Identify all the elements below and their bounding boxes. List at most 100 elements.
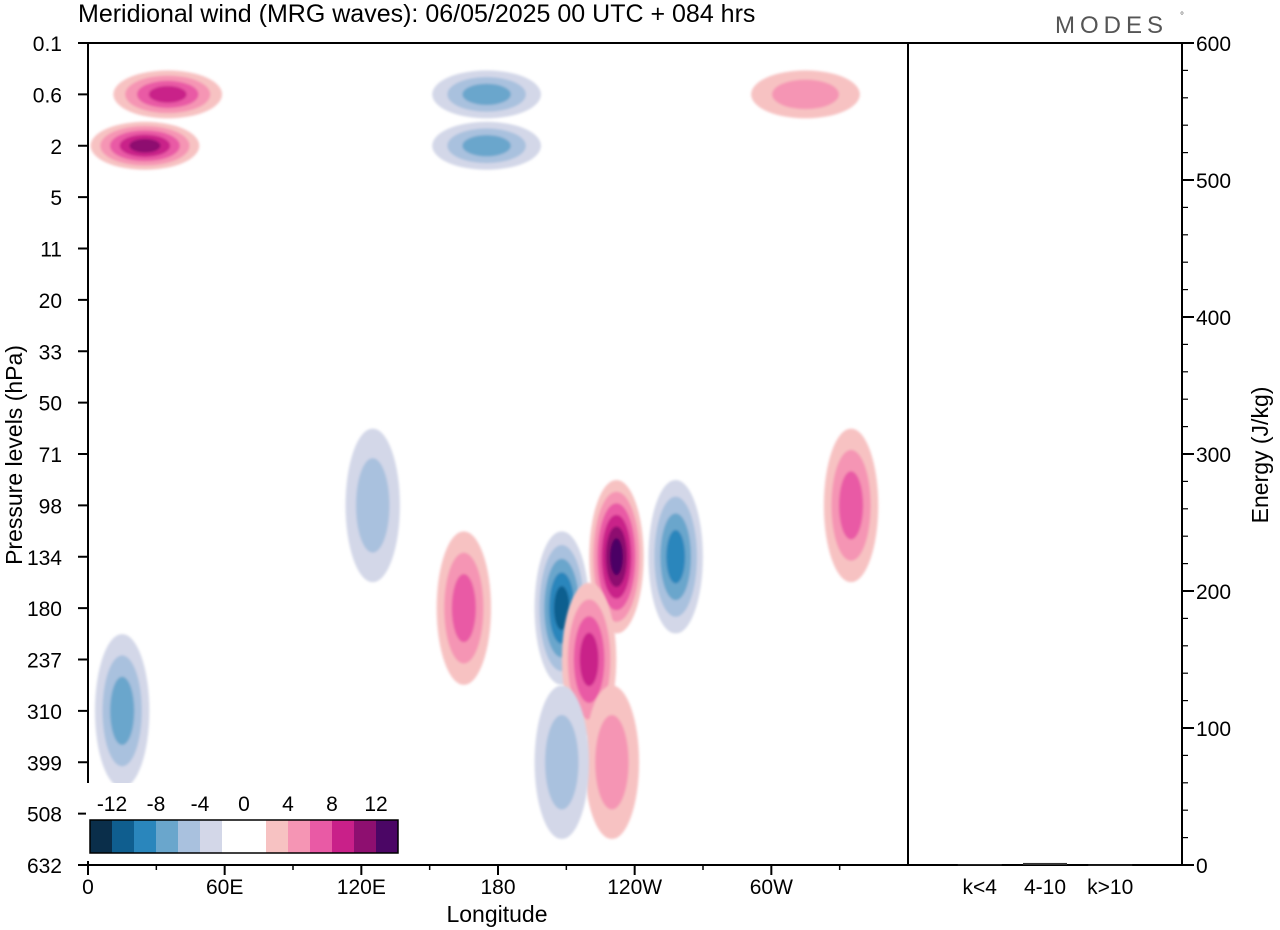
energy-plot-frame	[907, 42, 1183, 866]
colorbar-label: -4	[191, 793, 210, 816]
y-tick-label: 71	[39, 444, 62, 467]
contour-level	[355, 458, 390, 553]
x-tick-label: 0	[82, 876, 94, 899]
colorbar-swatch	[244, 820, 266, 853]
negative-anomaly	[94, 634, 150, 788]
contour-level	[595, 714, 629, 810]
negative-anomaly	[534, 685, 589, 840]
contour-level	[451, 573, 476, 643]
contour-level	[462, 83, 511, 106]
colorbar-label: 12	[364, 793, 387, 816]
y-tick-label: 98	[39, 495, 62, 518]
positive-anomaly	[113, 70, 223, 119]
modes-logo-mark: °	[1180, 11, 1184, 22]
colorbar-frame	[89, 819, 399, 854]
colorbar-swatch	[156, 820, 178, 853]
colorbar-label: -8	[147, 793, 166, 816]
x-tick-label: 120E	[337, 876, 386, 899]
contour-level	[579, 632, 599, 687]
colorbar-swatch	[376, 820, 398, 853]
modes-logo-text: MODES	[1055, 12, 1168, 39]
energy-category-label: 4-10	[1024, 876, 1066, 899]
energy-category-label: k<4	[963, 876, 998, 899]
energy-tick-label: 100	[1196, 718, 1231, 741]
positive-anomaly	[90, 121, 200, 170]
colorbar-swatch	[222, 820, 244, 853]
energy-axis-label: Energy (J/kg)	[1247, 387, 1273, 524]
positive-anomaly	[589, 479, 644, 634]
wind-field	[90, 70, 879, 840]
energy-tick-label: 200	[1196, 581, 1231, 604]
colorbar-swatch	[310, 820, 332, 853]
y-axis-label: Pressure levels (hPa)	[1, 345, 27, 565]
positive-anomaly	[584, 685, 640, 840]
y-axis-pressure: 0.1 0.6 2 5 11 20 33 50 71 98 134 180 237 310 399 508 63…	[27, 33, 88, 878]
y-tick-label: 399	[27, 752, 62, 775]
y-tick-label: 632	[27, 855, 62, 878]
contour-level	[148, 86, 187, 103]
colorbar-label: 8	[326, 793, 338, 816]
colorbar-label: 0	[238, 793, 250, 816]
y-tick-label: 237	[27, 650, 62, 673]
contour-level	[554, 586, 570, 631]
chart-title: Meridional wind (MRG waves): 06/05/2025 …	[78, 0, 755, 28]
x-axis-longitude: 0 60E 120E 180 120W 60W	[82, 865, 841, 899]
y-tick-label: 11	[40, 239, 62, 262]
energy-category-label: k>10	[1087, 876, 1133, 899]
colorbar-swatch	[112, 820, 134, 853]
contour-level	[462, 135, 511, 157]
y-tick-label: 310	[27, 701, 62, 724]
colorbar-swatch	[178, 820, 200, 853]
y-tick-label: 180	[27, 598, 62, 621]
negative-anomaly	[648, 479, 703, 634]
energy-bar	[1088, 864, 1133, 866]
contour-level	[545, 714, 579, 810]
colorbar: -12 -8 -4 0 4 8 12	[86, 783, 399, 861]
positive-anomaly	[823, 428, 879, 583]
energy-bars	[957, 862, 1133, 866]
y-tick-label: 50	[39, 393, 62, 416]
y-tick-label: 508	[27, 804, 62, 827]
contour-level	[129, 138, 161, 153]
modes-logo: MODES °	[1055, 11, 1184, 39]
y-tick-label: 134	[27, 547, 62, 570]
x-tick-label: 180	[480, 876, 515, 899]
energy-x-axis: k<4 4-10 k>10	[963, 876, 1134, 899]
x-axis-label: Longitude	[446, 901, 547, 927]
energy-tick-label: 500	[1196, 170, 1231, 193]
x-tick-label: 60E	[206, 876, 243, 899]
colorbar-swatch	[266, 820, 288, 853]
energy-tick-label: 400	[1196, 307, 1231, 330]
y-tick-label: 0.6	[33, 84, 62, 107]
colorbar-label: 4	[282, 793, 294, 816]
y-tick-label: 5	[50, 187, 62, 210]
contour-level	[609, 538, 624, 576]
positive-anomaly	[436, 531, 492, 685]
x-tick-label: 120W	[607, 876, 662, 899]
contour-level	[110, 676, 135, 746]
colorbar-swatch	[90, 820, 112, 853]
positive-anomaly	[751, 70, 860, 119]
y-tick-label: 2	[50, 136, 62, 159]
energy-bar	[1023, 862, 1067, 865]
colorbar-label: -12	[97, 793, 127, 816]
contour-level	[666, 530, 686, 584]
energy-tick-label: 600	[1196, 33, 1231, 56]
y-tick-label: 20	[39, 290, 62, 313]
energy-tick-label: 300	[1196, 444, 1231, 467]
contour-level	[838, 471, 864, 540]
energy-tick-label: 0	[1196, 855, 1208, 878]
colorbar-swatch	[288, 820, 310, 853]
negative-anomaly	[432, 70, 542, 119]
contour-level	[772, 79, 839, 110]
colorbar-swatch	[332, 820, 354, 853]
x-tick-label: 60W	[750, 876, 793, 899]
negative-anomaly	[345, 428, 400, 583]
y-axis-energy: 0 100 200 300 400 500 600	[1182, 33, 1231, 878]
y-tick-label: 33	[39, 341, 62, 364]
energy-bar	[957, 864, 1002, 866]
colorbar-swatch	[200, 820, 222, 853]
y-tick-label: 0.1	[33, 33, 62, 56]
colorbar-swatch	[134, 820, 156, 853]
